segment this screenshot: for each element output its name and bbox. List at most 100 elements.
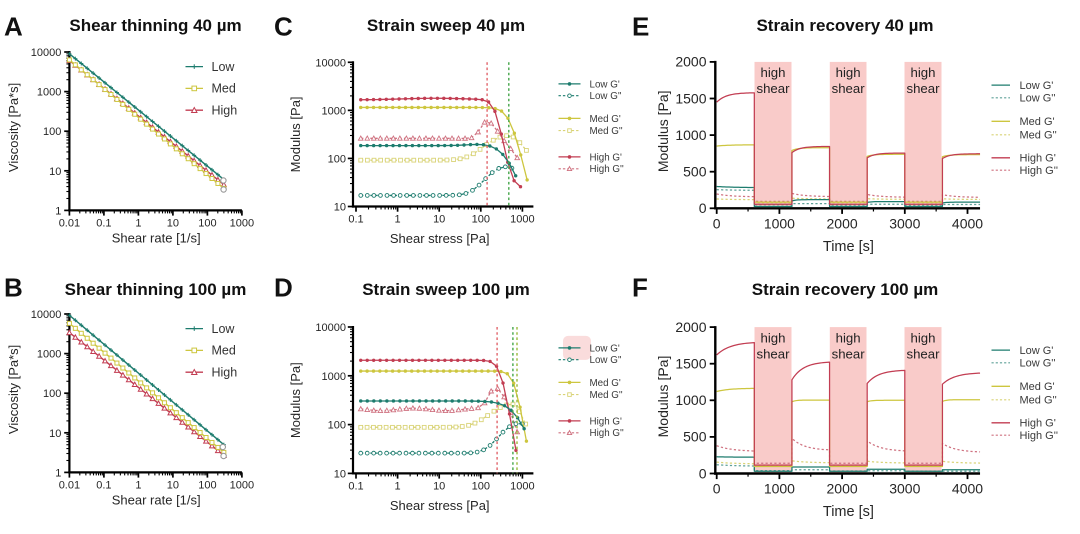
svg-text:Viscosity [Pa*s]: Viscosity [Pa*s] <box>6 345 21 434</box>
svg-text:1000: 1000 <box>322 371 346 383</box>
svg-text:High G'': High G'' <box>590 164 624 175</box>
svg-text:Strain recovery 100 µm: Strain recovery 100 µm <box>752 280 939 299</box>
svg-text:Low G': Low G' <box>590 79 620 90</box>
svg-text:100: 100 <box>472 480 490 492</box>
svg-text:1: 1 <box>135 218 141 230</box>
svg-text:Med: Med <box>212 344 236 358</box>
svg-text:1500: 1500 <box>675 90 706 106</box>
svg-text:Shear rate [1/s]: Shear rate [1/s] <box>112 230 201 245</box>
svg-text:0: 0 <box>713 481 721 497</box>
svg-text:0.1: 0.1 <box>96 480 111 492</box>
svg-text:1000: 1000 <box>764 215 795 231</box>
svg-text:High G'': High G'' <box>590 428 624 439</box>
svg-text:10: 10 <box>433 214 445 226</box>
svg-text:high: high <box>911 330 936 345</box>
svg-text:Low G'': Low G'' <box>1020 93 1056 105</box>
svg-text:0.1: 0.1 <box>96 218 111 230</box>
svg-text:E: E <box>632 12 649 42</box>
svg-text:shear: shear <box>757 346 791 361</box>
svg-text:3000: 3000 <box>889 215 920 231</box>
svg-text:Low G': Low G' <box>1020 345 1054 357</box>
svg-text:10000: 10000 <box>31 309 62 321</box>
svg-text:Shear stress [Pa]: Shear stress [Pa] <box>390 498 490 513</box>
svg-text:High: High <box>212 365 238 379</box>
svg-text:Modulus [Pa]: Modulus [Pa] <box>655 356 671 438</box>
svg-text:500: 500 <box>683 429 707 445</box>
svg-text:4000: 4000 <box>952 481 983 497</box>
svg-text:1000: 1000 <box>764 481 795 497</box>
svg-text:1000: 1000 <box>37 87 61 99</box>
svg-text:Low G': Low G' <box>1020 80 1054 92</box>
svg-text:Low G'': Low G'' <box>590 91 622 102</box>
svg-text:Med G'': Med G'' <box>1020 395 1057 407</box>
svg-text:0: 0 <box>699 200 707 216</box>
svg-text:0: 0 <box>713 215 721 231</box>
svg-text:C: C <box>274 12 293 42</box>
svg-text:0.01: 0.01 <box>59 480 80 492</box>
svg-text:0.01: 0.01 <box>59 218 80 230</box>
svg-text:10: 10 <box>433 480 445 492</box>
svg-text:D: D <box>274 273 293 303</box>
svg-text:A: A <box>4 12 23 42</box>
svg-text:1000: 1000 <box>230 218 254 230</box>
svg-text:100: 100 <box>198 480 216 492</box>
svg-text:Med: Med <box>212 82 236 96</box>
svg-text:1000: 1000 <box>322 105 346 117</box>
svg-text:Low G'': Low G'' <box>590 355 622 366</box>
svg-text:high: high <box>836 65 861 80</box>
svg-text:10: 10 <box>334 468 346 480</box>
svg-text:Med G': Med G' <box>590 114 621 125</box>
svg-text:10000: 10000 <box>315 322 346 334</box>
svg-text:Med G': Med G' <box>590 378 621 389</box>
svg-text:shear: shear <box>832 81 866 96</box>
svg-text:3000: 3000 <box>889 481 920 497</box>
svg-text:500: 500 <box>683 164 707 180</box>
svg-text:2000: 2000 <box>675 54 706 70</box>
svg-text:100: 100 <box>328 420 346 432</box>
svg-text:100: 100 <box>328 153 346 165</box>
svg-text:1: 1 <box>55 205 61 217</box>
svg-text:Strain recovery 40 µm: Strain recovery 40 µm <box>756 16 933 35</box>
svg-text:High G': High G' <box>1020 418 1056 430</box>
svg-text:high: high <box>836 330 861 345</box>
svg-text:10: 10 <box>167 480 179 492</box>
svg-text:Med G': Med G' <box>1020 116 1055 128</box>
svg-text:Low: Low <box>212 60 236 74</box>
svg-text:High G'': High G'' <box>1020 165 1058 177</box>
svg-text:100: 100 <box>472 214 490 226</box>
svg-text:Time [s]: Time [s] <box>823 504 874 520</box>
svg-text:shear: shear <box>907 346 941 361</box>
svg-text:10000: 10000 <box>315 57 346 69</box>
svg-text:Modulus [Pa]: Modulus [Pa] <box>655 90 671 172</box>
svg-text:10: 10 <box>334 202 346 214</box>
svg-text:Viscosity [Pa*s]: Viscosity [Pa*s] <box>6 83 21 172</box>
svg-text:shear: shear <box>832 346 866 361</box>
svg-text:100: 100 <box>43 126 61 138</box>
svg-text:shear: shear <box>907 81 941 96</box>
svg-text:Low G'': Low G'' <box>1020 358 1056 370</box>
svg-text:1000: 1000 <box>510 480 534 492</box>
svg-text:High G': High G' <box>1020 153 1056 165</box>
svg-text:Modulus [Pa]: Modulus [Pa] <box>288 96 303 172</box>
svg-text:1000: 1000 <box>230 480 254 492</box>
svg-text:10: 10 <box>49 166 61 178</box>
svg-text:Low: Low <box>212 322 236 336</box>
svg-text:0.1: 0.1 <box>348 214 363 226</box>
svg-text:2000: 2000 <box>827 481 858 497</box>
svg-text:F: F <box>632 273 648 303</box>
svg-text:High G': High G' <box>590 416 622 427</box>
svg-text:100: 100 <box>198 218 216 230</box>
svg-text:Med G'': Med G'' <box>1020 130 1057 142</box>
svg-text:Shear stress [Pa]: Shear stress [Pa] <box>390 231 490 246</box>
svg-text:Low G': Low G' <box>590 343 620 354</box>
svg-text:Time [s]: Time [s] <box>823 239 874 255</box>
svg-text:Med G': Med G' <box>1020 381 1055 393</box>
svg-text:Shear thinning 100 µm: Shear thinning 100 µm <box>65 280 247 299</box>
svg-text:Modulus [Pa]: Modulus [Pa] <box>288 362 303 438</box>
svg-text:Strain sweep 100 µm: Strain sweep 100 µm <box>362 280 530 299</box>
svg-text:1000: 1000 <box>675 127 706 143</box>
svg-text:0: 0 <box>699 465 707 481</box>
svg-text:2000: 2000 <box>827 215 858 231</box>
svg-text:High: High <box>212 103 238 117</box>
svg-text:10000: 10000 <box>31 47 62 59</box>
